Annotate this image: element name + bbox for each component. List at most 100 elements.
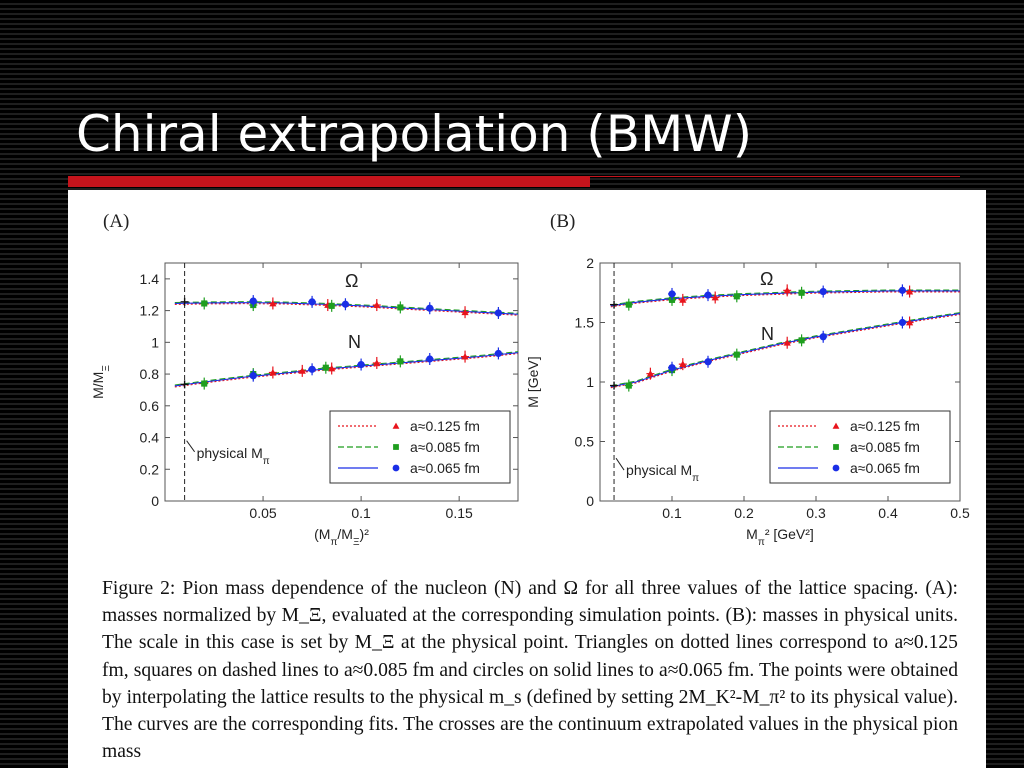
y-tick-label: 0.5 — [575, 434, 595, 450]
data-point — [798, 337, 805, 344]
data-point — [668, 364, 676, 372]
figure-panel: (A) 0 0.2 0.4 0.6 0.8 1 1.2 1.4 0.05 0.1 0.15 (Mπ/MΞ… — [68, 190, 986, 768]
data-point — [625, 382, 632, 389]
x-tick-label: 0.3 — [806, 505, 826, 521]
y-tick-label: 0 — [151, 493, 159, 509]
x-tick-label: 0.1 — [662, 505, 682, 521]
data-point — [393, 444, 399, 450]
data-point — [711, 293, 719, 301]
data-point — [397, 304, 404, 311]
legend-label: a≈0.125 fm — [850, 418, 920, 434]
data-point — [249, 372, 257, 380]
fit-curve-nucleon — [174, 351, 519, 386]
y-tick-label: 2 — [586, 255, 594, 271]
nucleon-label: N — [761, 324, 774, 344]
omega-label: Ω — [760, 269, 773, 289]
data-point — [494, 309, 502, 317]
fit-curve-nucleon — [610, 312, 961, 387]
data-point — [308, 365, 316, 373]
data-point — [625, 301, 632, 308]
data-point — [832, 464, 840, 472]
data-point — [392, 464, 400, 472]
fit-curve-omega — [174, 303, 519, 316]
caption-line: on solid lines to a≈0.065 fm. The points… — [102, 659, 959, 708]
caption-line: masses in physical units. The scale in t… — [102, 605, 959, 654]
data-point — [426, 355, 434, 363]
data-point — [704, 358, 712, 366]
data-point — [426, 304, 434, 312]
chart-panel-b: (B) 0 0.5 1 1.5 2 0.1 0.2 0.3 0.4 0.5 Mπ² [GeV²] M [… — [525, 211, 970, 548]
caption-line: spacing. (A): masses normalized by M_Ξ, … — [102, 578, 958, 627]
data-point — [819, 287, 827, 296]
panel-label: (B) — [550, 211, 575, 232]
data-point — [461, 308, 469, 316]
data-point — [783, 339, 791, 346]
caption-line: to the physical m_s (defined by setting … — [102, 686, 958, 736]
y-axis-label: M/MΞ — [90, 365, 112, 399]
data-point — [906, 318, 914, 326]
data-point — [322, 364, 329, 371]
data-point — [704, 291, 712, 299]
data-point — [373, 359, 381, 366]
data-point — [328, 364, 336, 372]
legend-label: a≈0.065 fm — [410, 460, 480, 476]
caption-line: Figure 2: Pion mass dependence of the nu… — [102, 578, 847, 599]
data-point — [298, 367, 306, 374]
data-point — [833, 444, 839, 450]
x-tick-label: 0.2 — [734, 505, 754, 521]
y-axis-label: M [GeV] — [525, 356, 541, 407]
data-point — [898, 318, 907, 327]
physical-point-label: physical Mπ — [626, 462, 699, 484]
data-point — [397, 358, 404, 365]
physical-point-arrow — [186, 440, 196, 453]
y-tick-label: 1.5 — [575, 315, 595, 331]
data-point — [783, 286, 791, 294]
title-underline-line — [590, 176, 960, 177]
x-tick-label: 0.5 — [950, 505, 970, 521]
x-tick-label: 0.1 — [351, 505, 371, 521]
y-tick-label: 0.4 — [140, 430, 160, 446]
data-point — [679, 296, 687, 303]
data-point — [668, 290, 676, 298]
data-point — [201, 380, 208, 387]
data-point — [679, 360, 687, 368]
title-underline-bar — [68, 176, 590, 187]
data-point — [341, 300, 350, 308]
data-point — [646, 370, 654, 377]
fit-curve-nucleon — [174, 352, 519, 387]
legend-label: a≈0.065 fm — [850, 460, 920, 476]
legend-label: a≈0.085 fm — [850, 439, 920, 455]
plot-frame — [164, 262, 519, 502]
data-point — [733, 351, 740, 358]
chart-panel-a: (A) 0 0.2 0.4 0.6 0.8 1 1.2 1.4 0.05 0.1 0.15 (Mπ/MΞ… — [90, 211, 519, 548]
data-point — [461, 353, 469, 360]
data-point — [832, 422, 840, 429]
y-tick-label: 1 — [586, 374, 594, 390]
y-tick-label: 1.4 — [140, 271, 160, 287]
y-tick-label: 1.2 — [140, 303, 160, 319]
chart-legend: a≈0.125 fm a≈0.085 fm a≈0.065 fm — [329, 410, 511, 484]
x-axis-label: Mπ² [GeV²] — [746, 526, 814, 548]
data-point — [819, 333, 827, 341]
data-point — [898, 286, 907, 294]
nucleon-label: N — [348, 332, 361, 352]
x-tick-label: 0.4 — [878, 505, 898, 521]
data-point — [906, 287, 914, 295]
legend-label: a≈0.125 fm — [410, 418, 480, 434]
fit-curve-nucleon — [174, 353, 519, 388]
chart-legend: a≈0.125 fm a≈0.085 fm a≈0.065 fm — [769, 410, 951, 484]
y-tick-label: 1 — [151, 334, 159, 350]
data-point — [269, 368, 277, 376]
slide-title: Chiral extrapolation (BMW) — [76, 105, 753, 163]
x-axis-label: (Mπ/MΞ)² — [314, 526, 369, 548]
x-tick-label: 0.15 — [446, 505, 473, 521]
x-tick-label: 0.05 — [249, 505, 276, 521]
caption-line: on dotted lines correspond to a≈0.125 fm… — [102, 632, 958, 681]
data-point — [201, 300, 208, 307]
y-tick-label: 0 — [586, 493, 594, 509]
panel-label: (A) — [103, 211, 129, 232]
data-point — [798, 289, 805, 296]
fit-curve-omega — [174, 302, 519, 315]
fit-curve-nucleon — [610, 313, 961, 389]
data-point — [392, 422, 400, 429]
